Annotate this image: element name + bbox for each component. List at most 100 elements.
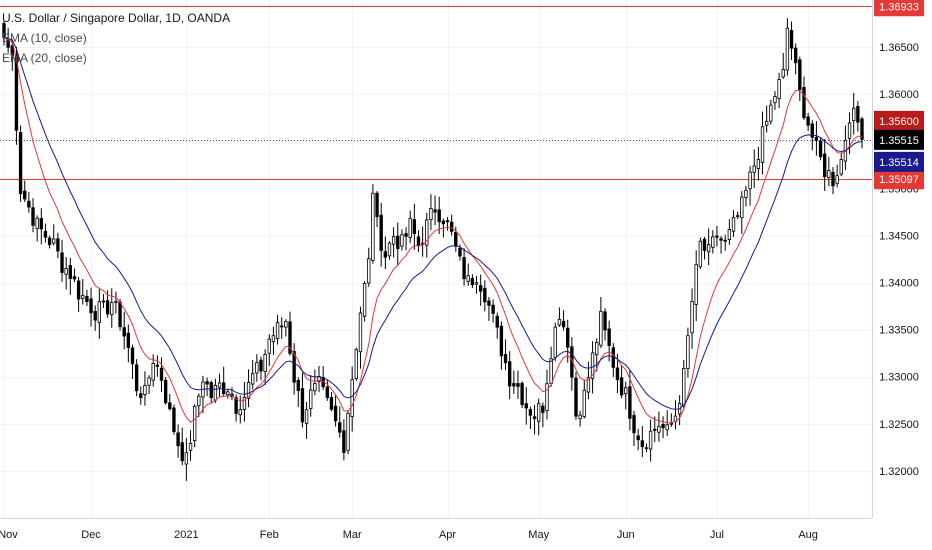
- candle: [661, 416, 665, 439]
- candle: [711, 230, 715, 254]
- candle: [39, 208, 43, 245]
- candle-body: [545, 383, 549, 411]
- candle-body: [325, 386, 329, 398]
- candle-body: [226, 391, 230, 396]
- candle-body: [802, 87, 806, 118]
- candle-body: [487, 300, 491, 306]
- candle-body: [238, 409, 242, 416]
- candle-body: [416, 236, 421, 246]
- x-tick-label: Apr: [439, 529, 456, 541]
- candle-body: [105, 300, 110, 315]
- candle: [226, 388, 230, 399]
- candle: [524, 387, 528, 425]
- candle-body: [520, 382, 524, 405]
- candles: [2, 18, 864, 481]
- candle-body: [752, 165, 756, 173]
- y-tick-label: 1.32000: [879, 466, 919, 478]
- candle-body: [122, 327, 126, 337]
- candle-body: [242, 396, 247, 410]
- candle-body: [271, 335, 276, 343]
- candle-body: [831, 171, 835, 187]
- candle-body: [731, 217, 736, 232]
- candle-body: [134, 364, 139, 392]
- candle-body: [85, 295, 89, 303]
- candle-body: [60, 252, 64, 273]
- candle-body: [89, 298, 93, 314]
- legend-ema10[interactable]: EMA (10, close): [2, 31, 87, 45]
- horizontal-line-label-0: 1.36933: [879, 1, 919, 13]
- candle: [81, 278, 85, 305]
- candle-body: [52, 238, 56, 244]
- axes: [0, 0, 873, 519]
- candle: [595, 338, 599, 372]
- candle-body: [35, 217, 39, 229]
- horizontal-lines[interactable]: [0, 6, 872, 180]
- candle: [516, 370, 520, 399]
- candle-body: [719, 238, 723, 241]
- candle: [781, 53, 785, 79]
- candle-body: [18, 132, 23, 195]
- candle-body: [309, 389, 313, 409]
- candle: [756, 146, 761, 181]
- candle: [537, 398, 541, 436]
- candle: [545, 369, 549, 420]
- candle-body: [205, 381, 209, 385]
- candle: [176, 424, 180, 458]
- candle: [400, 229, 404, 251]
- candle-body: [586, 377, 591, 393]
- candle-body: [495, 315, 499, 328]
- legend-ema20[interactable]: EMA (20, close): [2, 51, 87, 65]
- candle: [860, 116, 864, 149]
- candle: [648, 419, 653, 462]
- candle-body: [255, 362, 259, 374]
- x-tick-label: Feb: [260, 529, 279, 541]
- candle-body: [358, 312, 363, 353]
- price-labels: 1.36933 1.35097 1.35600 1.35515 1.35514: [874, 0, 924, 190]
- candle-body: [682, 368, 686, 406]
- candle: [379, 202, 383, 267]
- candle: [14, 46, 19, 145]
- candle: [110, 288, 114, 328]
- candle-body: [698, 240, 703, 268]
- candle-body: [657, 425, 661, 433]
- candle-body: [2, 23, 6, 39]
- candle: [126, 324, 131, 363]
- candle-body: [661, 423, 665, 429]
- candle: [47, 235, 52, 249]
- time-axis[interactable]: Nov Dec 2021 Feb Mar Apr May Jun Jul Aug: [0, 529, 818, 541]
- candle: [764, 105, 769, 133]
- candle-body: [188, 442, 193, 451]
- candle-body: [425, 219, 429, 246]
- candle: [856, 101, 860, 132]
- candle: [292, 343, 296, 395]
- candle-body: [362, 283, 367, 317]
- candle: [636, 428, 640, 451]
- candle: [619, 365, 624, 399]
- candle: [744, 185, 748, 207]
- candle-body: [524, 403, 528, 409]
- candle: [706, 228, 711, 266]
- legend-title[interactable]: U.S. Dollar / Singapore Dollar, 1D, OAND…: [2, 11, 231, 25]
- candle-body: [23, 190, 27, 200]
- candle: [499, 321, 504, 370]
- candle: [760, 111, 765, 175]
- x-tick-label: Jun: [617, 529, 635, 541]
- candle-body: [760, 126, 765, 163]
- candle-body: [371, 192, 375, 261]
- y-tick-label: 1.33500: [879, 325, 919, 337]
- candle: [242, 382, 247, 422]
- candle: [205, 377, 209, 397]
- candle-body: [412, 219, 417, 235]
- candle-body: [665, 424, 669, 431]
- candle-body: [735, 215, 740, 218]
- candle: [727, 219, 732, 245]
- candle: [313, 369, 317, 396]
- candle: [412, 203, 417, 250]
- candle: [624, 381, 628, 410]
- candle: [221, 366, 226, 397]
- candle: [358, 306, 363, 369]
- candle-body: [773, 96, 777, 104]
- candle-body: [615, 367, 620, 381]
- candle-body: [213, 385, 218, 401]
